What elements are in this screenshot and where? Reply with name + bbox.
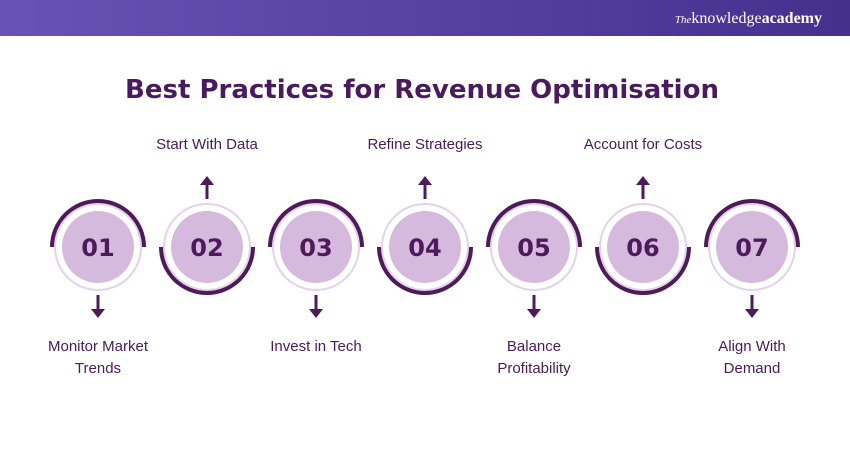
step-label: Profitability xyxy=(497,360,571,377)
step-number: 04 xyxy=(408,234,441,262)
arrow-head xyxy=(309,309,323,318)
header-bar xyxy=(0,0,850,36)
arrow-head xyxy=(418,176,432,185)
brand-name: knowledge xyxy=(691,10,761,27)
step-label: Start With Data xyxy=(156,136,258,153)
arrow-head xyxy=(527,309,541,318)
step-circle xyxy=(607,211,679,283)
step-circle xyxy=(498,211,570,283)
steps: 01 Monitor Market Trends 02 Start With Data 0… xyxy=(48,136,800,377)
step-number: 06 xyxy=(626,234,659,262)
step-label: Refine Strategies xyxy=(367,136,482,153)
step-circle xyxy=(62,211,134,283)
step-label: Balance xyxy=(507,338,561,355)
step-label: Align With xyxy=(718,338,786,355)
step-label: Invest in Tech xyxy=(270,338,361,355)
step-number: 05 xyxy=(517,234,550,262)
step-number: 01 xyxy=(81,234,114,262)
arrow-head xyxy=(636,176,650,185)
step-circle xyxy=(171,211,243,283)
step-circle xyxy=(716,211,788,283)
arrow-head xyxy=(200,176,214,185)
brand-prefix: The xyxy=(675,14,692,26)
step-circle xyxy=(389,211,461,283)
step-label: Monitor Market xyxy=(48,338,149,355)
title: Best Practices for Revenue Optimisation xyxy=(125,75,719,105)
step-circle xyxy=(280,211,352,283)
arrow-head xyxy=(745,309,759,318)
step-number: 02 xyxy=(190,234,223,262)
step-label: Account for Costs xyxy=(584,136,702,153)
brand: Theknowledgeacademy xyxy=(675,10,822,27)
brand-suffix: academy xyxy=(762,10,822,27)
arrow-head xyxy=(91,309,105,318)
step-number: 03 xyxy=(299,234,332,262)
step-number: 07 xyxy=(735,234,768,262)
step-label: Demand xyxy=(724,360,781,377)
step-label: Trends xyxy=(75,360,121,377)
